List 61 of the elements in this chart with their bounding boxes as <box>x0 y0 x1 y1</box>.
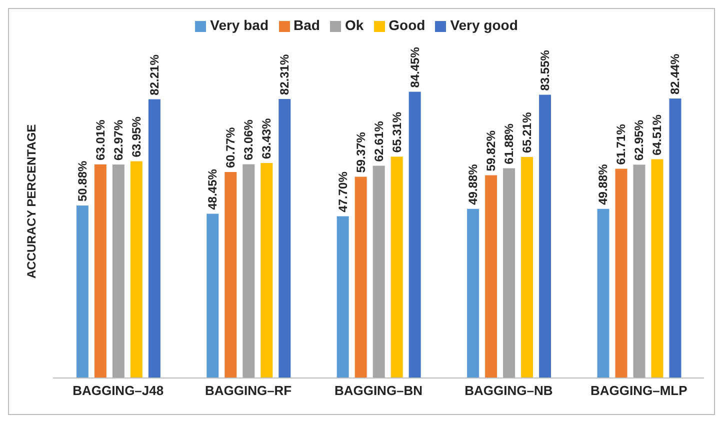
bar <box>224 172 237 378</box>
data-label: 64.51% <box>650 114 664 156</box>
data-label: 63.01% <box>93 119 108 160</box>
x-tick-label: BAGGING–MLP <box>590 383 688 398</box>
data-label: 48.45% <box>206 168 220 210</box>
data-label: 61.88% <box>502 123 516 164</box>
x-tick-label: BAGGING–BN <box>334 383 423 398</box>
data-label: 49.88% <box>596 164 610 205</box>
bar <box>390 156 403 378</box>
data-label: 82.21% <box>147 54 162 96</box>
bar <box>354 176 367 378</box>
bar <box>94 164 106 378</box>
data-label: 63.95% <box>129 116 144 158</box>
bar <box>336 216 349 378</box>
bar <box>597 208 610 378</box>
legend-label: Very good <box>450 17 518 33</box>
legend-label: Very bad <box>210 17 268 33</box>
data-label: 49.88% <box>466 164 480 205</box>
data-label: 59.37% <box>354 132 368 173</box>
bar <box>278 98 291 378</box>
bar <box>539 94 552 378</box>
bar <box>148 99 160 378</box>
bar <box>242 164 255 378</box>
bar <box>112 164 124 378</box>
bar <box>615 168 628 378</box>
bar <box>467 208 480 378</box>
data-label: 84.45% <box>408 46 422 88</box>
data-label: 63.43% <box>260 118 274 159</box>
data-label: 60.77% <box>224 126 238 168</box>
data-label: 62.97% <box>111 120 126 161</box>
data-label: 65.31% <box>390 112 404 153</box>
bar <box>651 159 664 378</box>
bar <box>206 214 219 378</box>
data-label: 62.61% <box>372 120 386 162</box>
data-label: 65.21% <box>520 112 534 153</box>
bar <box>669 98 682 378</box>
bar <box>521 156 534 378</box>
data-label: 47.70% <box>336 171 350 212</box>
bar <box>130 161 142 378</box>
legend-label: Bad <box>294 17 320 33</box>
data-label: 61.71% <box>614 124 628 165</box>
bar <box>260 162 273 378</box>
data-label: 82.31% <box>278 54 292 95</box>
data-label: 83.55% <box>538 50 552 91</box>
bar <box>503 168 516 378</box>
y-axis-title: ACCURACY PERCENTAGE <box>24 124 38 278</box>
data-label: 62.95% <box>632 120 646 161</box>
data-label: 82.44% <box>668 54 682 95</box>
bar <box>372 166 385 378</box>
legend-label: Ok <box>344 17 364 33</box>
bar <box>76 206 88 378</box>
bar <box>408 92 421 378</box>
x-tick-label: BAGGING–NB <box>464 383 553 398</box>
data-label: 63.06% <box>242 119 256 160</box>
x-tick-label: BAGGING–RF <box>204 383 292 398</box>
bar <box>633 164 646 378</box>
data-label: 59.82% <box>484 130 498 172</box>
legend-label: Good <box>388 17 426 33</box>
bar <box>485 175 498 378</box>
x-tick-label: BAGGING–J48 <box>72 383 164 398</box>
data-label: 50.88% <box>75 160 90 202</box>
